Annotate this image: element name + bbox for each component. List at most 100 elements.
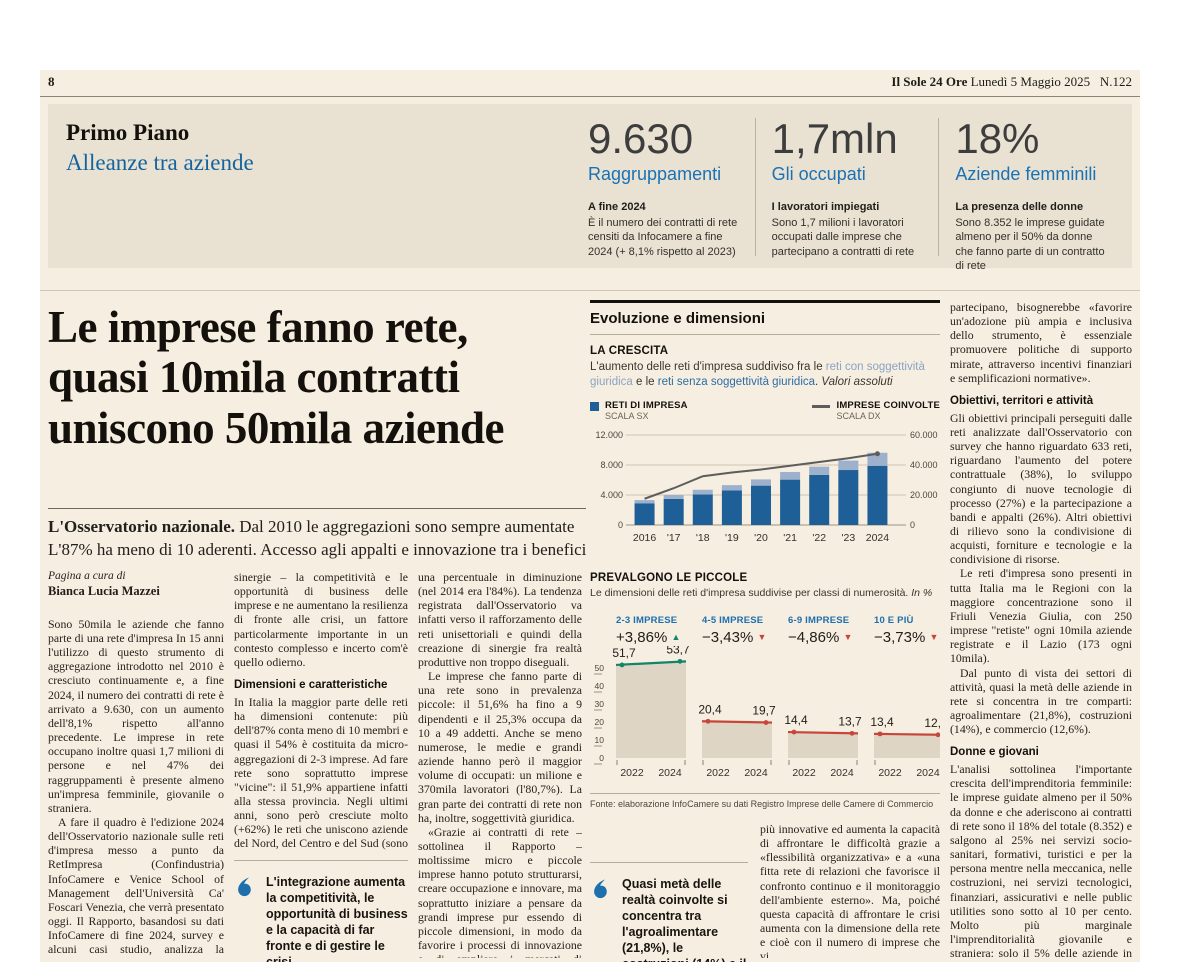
mini-value-2024: 53,7 (666, 646, 690, 656)
stat-subtext: È il numero dei contratti di rete censit… (588, 217, 738, 258)
standfirst: L'Osservatorio nazionale. Dal 2010 le ag… (48, 516, 596, 562)
x-axis-label: '19 (725, 532, 739, 544)
bar-light-'18 (692, 490, 713, 495)
mini-value-2022: 51,7 (612, 646, 636, 660)
legend-item-bars: RETI DI IMPRESA SCALA SX (590, 400, 688, 421)
bar-light-'19 (721, 485, 742, 491)
x-axis-label: 2016 (633, 532, 657, 544)
arrow-down-icon: ▼ (843, 632, 853, 643)
article-column-3: una percentuale in diminuzione (nel 2014… (418, 570, 582, 958)
desc-text: Le dimensioni delle reti d'impresa suddi… (590, 587, 912, 600)
mini-x-label: 2022 (792, 767, 816, 779)
mini-point-2024 (763, 720, 769, 726)
mini-point-2024 (935, 732, 941, 738)
group-label: 10 E PIÙ (874, 615, 914, 627)
section-topic: Alleanze tra aziende (66, 150, 254, 175)
column-subhead: Obiettivi, territori e attività (950, 394, 1094, 407)
bar-dark-'20 (751, 485, 771, 526)
mini-point-2022 (705, 719, 711, 724)
mini-x-label: 2024 (744, 767, 768, 779)
legend-label: RETI DI IMPRESA (605, 400, 688, 412)
chart-panel: Evoluzione e dimensioni LA CRESCITA L'au… (590, 300, 948, 810)
chart1-title: LA CRESCITA (590, 345, 669, 357)
paragraph: Le imprese che fanno parte di una rete s… (418, 669, 582, 825)
chart2-title: PREVALGONO LE PICCOLE (590, 572, 748, 585)
paragraph: Dal punto di vista dei settori di attivi… (950, 665, 1132, 737)
headline-line: uniscono 50mila aziende (48, 402, 505, 453)
paragraph: partecipano, bisognerebbe «favorire un'a… (950, 300, 1132, 385)
paper-date: Lunedì 5 Maggio 2025 (970, 74, 1091, 89)
masthead-rule (40, 96, 1140, 97)
pull-quote-2: Quasi metà delle realtà coinvolte si con… (590, 876, 752, 962)
stat-subtext: Sono 8.352 le imprese guidate almeno per… (955, 217, 1105, 272)
stat-subtext: Sono 1,7 milioni i lavoratori occupati d… (771, 217, 915, 258)
panel-top-rule (590, 300, 940, 303)
mini-y-tick: 30 (595, 699, 605, 709)
paragraph: Le reti d'impresa sono presenti in tutta… (950, 566, 1132, 666)
mini-point-2022 (877, 731, 883, 737)
x-axis-label: '21 (783, 532, 797, 544)
stat-subtitle: I lavoratori impiegati (771, 201, 880, 213)
masthead-info: Il Sole 24 Ore Lunedì 5 Maggio 2025 N.12… (891, 74, 1132, 90)
bar-light-2016 (634, 500, 655, 504)
stat-value: 9.630 (588, 115, 694, 162)
x-axis-label: '18 (696, 532, 710, 544)
size-class-4-5-imprese: 4-5 IMPRESE −3,43% ▼ (702, 615, 772, 646)
mini-point-2024 (849, 731, 855, 736)
paragraph: L'analisi sottolinea l'importante cresci… (950, 762, 1132, 958)
quote-mark-icon (234, 876, 256, 898)
arrow-down-icon: ▼ (757, 632, 767, 643)
section-title: Primo Piano (66, 120, 190, 145)
mini-y-tick: 20 (595, 717, 605, 727)
mini-y-tick: 40 (595, 681, 605, 691)
group-delta: −3,43% ▼ (702, 629, 767, 647)
mini-y-tick: 0 (599, 753, 604, 763)
pull-quote-1: L'integrazione aumenta la competitività,… (234, 874, 410, 962)
stat-subtitle: La presenza delle donne (955, 201, 1084, 213)
paragraph: «Grazie ai contratti di rete – sottoline… (418, 824, 582, 958)
right-axis-tick: 40.000 (910, 460, 938, 470)
bar-dark-'17 (663, 499, 684, 526)
bar-dark-'23 (838, 470, 859, 526)
divider-rule (40, 290, 1140, 291)
companies-involved-line (644, 453, 878, 501)
left-axis-tick: 12.000 (595, 430, 623, 440)
quote2-rule (590, 862, 748, 863)
arrow-down-icon: ▼ (929, 632, 939, 643)
source-note: Fonte: elaborazione InfoCamere su dati R… (590, 799, 934, 810)
paragraph: più innovative ed aumenta la capacità di… (760, 822, 940, 958)
mini-y-tick: 50 (595, 663, 605, 673)
group-delta: +3,86% ▲ (616, 629, 681, 647)
paragraph: Gli obiettivi principali perseguiti dall… (950, 410, 1132, 567)
headline-line: quasi 10mila contratti (48, 352, 460, 403)
page-sheet: 8 Il Sole 24 Ore Lunedì 5 Maggio 2025 N.… (40, 70, 1140, 962)
paragraph: In Italia la maggior parte delle reti ha… (234, 694, 408, 852)
legend-sub: SCALA DX (836, 411, 881, 422)
stat-1: 9.630 Raggruppamenti A fine 2024 È il numer… (588, 115, 755, 258)
legend-sub: SCALA SX (605, 411, 649, 422)
bar-light-2024 (867, 453, 888, 467)
paragraph: sinergie – la competitività e le opportu… (234, 570, 408, 669)
paragraph: A fare il quadro è l'edizione 2024 dell'… (48, 814, 224, 958)
bar-dark-'21 (780, 479, 801, 526)
group-delta: −3,73% ▼ (874, 629, 939, 647)
right-axis-tick: 0 (910, 520, 915, 530)
mini-y-tick: 10 (595, 735, 605, 745)
mini-value-2024: 12,9 (924, 716, 940, 730)
mini-point-2022 (619, 662, 625, 668)
x-axis-label: '23 (841, 532, 855, 544)
page-number: 8 (48, 74, 55, 89)
article-column-2: sinergie – la competitività e le opportu… (234, 570, 408, 852)
group-label: 4-5 IMPRESE (702, 615, 764, 627)
chart1-legend: RETI DI IMPRESA SCALA SX IMPRESE COINVOL… (590, 400, 940, 421)
group-label: 2-3 IMPRESE (616, 615, 678, 627)
desc-pre: L'aumento delle reti d'impresa suddiviso… (590, 361, 826, 373)
source-rule (590, 793, 940, 795)
size-class-groups: 2-3 IMPRESE +3,86% ▲ 4-5 IMPRESE −3,43% ▼ 6-… (590, 615, 940, 646)
masthead: 8 Il Sole 24 Ore Lunedì 5 Maggio 2025 N.… (48, 74, 1132, 92)
panel-title: Evoluzione e dimensioni (590, 310, 766, 327)
mini-x-label: 2024 (658, 767, 682, 779)
bar-light-'20 (751, 479, 771, 486)
arrow-up-icon: ▲ (671, 632, 681, 643)
